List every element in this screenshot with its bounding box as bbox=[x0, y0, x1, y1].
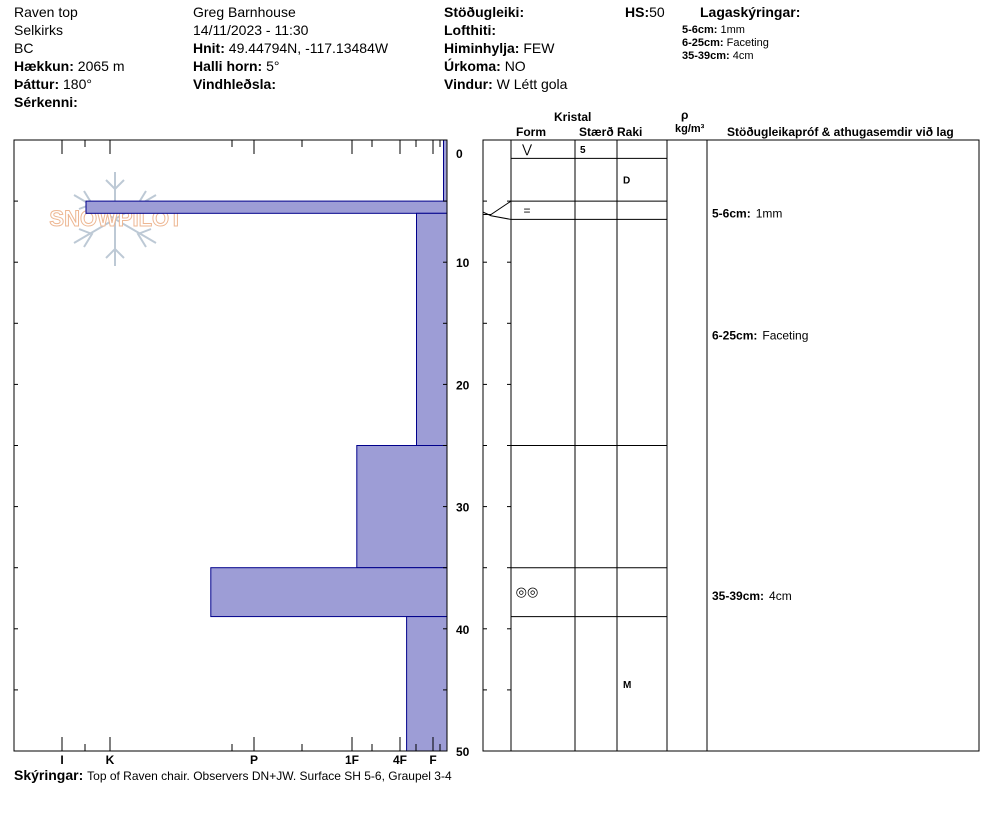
sky-value: FEW bbox=[523, 40, 555, 56]
wind-loading-label: Vindhleðsla: bbox=[193, 76, 276, 92]
features-label: Sérkenni: bbox=[14, 94, 78, 110]
state: BC bbox=[14, 40, 34, 56]
depth-tick-label: 40 bbox=[456, 623, 470, 637]
hardness-tick-label: P bbox=[250, 753, 258, 767]
crystal-form: ⋁ bbox=[521, 142, 532, 156]
hardness-tick-label: I bbox=[60, 753, 63, 767]
hardness-bar bbox=[210, 567, 448, 618]
moisture-header: Raki bbox=[617, 125, 643, 139]
crystal-form: ◎◎ bbox=[516, 584, 539, 599]
density-symbol: ρ bbox=[681, 108, 689, 122]
annotation-text: 4cm bbox=[769, 589, 792, 603]
stability-label: Stöðugleiki: bbox=[444, 4, 525, 20]
layer-note: 35-39cm: 4cm bbox=[682, 50, 754, 62]
hardness-tick-label: 4F bbox=[393, 753, 407, 767]
slope: Halli horn: 5° bbox=[193, 58, 280, 74]
coordinates: Hnit: 49.44794N, -117.13484W bbox=[193, 40, 388, 56]
elevation: Hækkun: 2065 m bbox=[14, 58, 125, 74]
form-header: Form bbox=[516, 125, 546, 139]
precip-label: Úrkoma: bbox=[444, 58, 501, 74]
layer-note-range: 6-25cm: bbox=[682, 37, 724, 49]
wind-value: W Létt gola bbox=[496, 76, 568, 92]
layer-connector bbox=[482, 211, 512, 220]
hs-label: HS: bbox=[625, 4, 650, 20]
depth-tick-label: 30 bbox=[456, 501, 470, 515]
crystal-moisture: M bbox=[623, 680, 631, 691]
elevation-label: Hækkun: bbox=[14, 58, 74, 74]
hs-value: 50 bbox=[649, 4, 665, 20]
comments-label: Skýringar: bbox=[14, 767, 84, 783]
layer-note-text: Faceting bbox=[726, 37, 769, 49]
annotation-text: 1mm bbox=[756, 206, 783, 220]
elevation-value: 2065 m bbox=[77, 58, 125, 74]
wind-label: Vindur: bbox=[444, 76, 493, 92]
observer: Greg Barnhouse bbox=[193, 4, 296, 20]
aspect: Þáttur: 180° bbox=[14, 76, 92, 92]
range: Selkirks bbox=[14, 22, 64, 38]
tests-header: Stöðugleikapróf & athugasemdir við lag bbox=[727, 125, 954, 139]
hardness-bar bbox=[416, 212, 448, 446]
comments-text: Top of Raven chair. Observers DN+JW. Sur… bbox=[87, 769, 452, 783]
depth-tick-label: 50 bbox=[456, 745, 470, 759]
depth-tick-label: 10 bbox=[456, 256, 470, 270]
depth-tick-label: 0 bbox=[456, 147, 463, 161]
hardness-tick-label: F bbox=[429, 753, 436, 767]
precip: Úrkoma: NO bbox=[444, 58, 526, 74]
layer-note-range: 35-39cm: bbox=[682, 50, 730, 62]
aspect-label: Þáttur: bbox=[14, 76, 60, 92]
annotation-range: 35-39cm: bbox=[712, 589, 764, 603]
crystal-size: 5 bbox=[580, 145, 586, 156]
size-header: Stærð bbox=[579, 125, 614, 139]
annotation-text: Faceting bbox=[762, 329, 808, 343]
slope-label: Halli horn: bbox=[193, 58, 263, 74]
hs: HS:50 bbox=[625, 4, 665, 20]
datetime: 14/11/2023 - 11:30 bbox=[193, 22, 309, 38]
layer-connector bbox=[483, 200, 512, 216]
crystal-moisture: D bbox=[623, 176, 630, 187]
hardness-bar bbox=[406, 616, 448, 752]
hardness-bar bbox=[85, 200, 448, 214]
hardness-tick-label: K bbox=[106, 753, 115, 767]
layer-notes-title: Lagaskýringar: bbox=[700, 4, 801, 20]
hardness-bar bbox=[443, 139, 448, 202]
annotation-range: 6-25cm: bbox=[712, 329, 757, 343]
snowpilot-logo: SNOWPILOT bbox=[49, 172, 184, 266]
layer-note-range: 5-6cm: bbox=[682, 24, 718, 36]
layer-annotation: 35-39cm: 4cm bbox=[712, 589, 792, 603]
wind: Vindur: W Létt gola bbox=[444, 76, 567, 92]
annotation-range: 5-6cm: bbox=[712, 206, 751, 220]
depth-tick-label: 20 bbox=[456, 378, 470, 392]
slope-value: 5° bbox=[266, 58, 280, 74]
hardness-tick-label: 1F bbox=[345, 753, 359, 767]
crystal-form: = bbox=[523, 203, 530, 217]
aspect-value: 180° bbox=[63, 76, 92, 92]
layer-note: 6-25cm: Faceting bbox=[682, 37, 769, 49]
layer-annotation: 5-6cm: 1mm bbox=[712, 206, 782, 220]
sky-label: Himinhylja: bbox=[444, 40, 520, 56]
layer-annotation: 6-25cm: Faceting bbox=[712, 329, 808, 343]
hardness-bar bbox=[356, 445, 448, 569]
comments: Skýringar: Top of Raven chair. Observers… bbox=[14, 767, 452, 783]
layer-note-text: 4cm bbox=[732, 50, 754, 62]
precip-value: NO bbox=[504, 58, 526, 74]
layer-note-text: 1mm bbox=[720, 24, 745, 36]
density-unit: kg/m³ bbox=[675, 123, 705, 135]
layer-note: 5-6cm: 1mm bbox=[682, 24, 745, 36]
air-temp-label: Lofthiti: bbox=[444, 22, 497, 38]
sky: Himinhylja: FEW bbox=[444, 40, 554, 56]
crystal-header: Kristal bbox=[554, 110, 592, 124]
coords-label: Hnit: bbox=[193, 40, 225, 56]
location: Raven top bbox=[14, 4, 78, 20]
coords-value: 49.44794N, -117.13484W bbox=[228, 40, 389, 56]
